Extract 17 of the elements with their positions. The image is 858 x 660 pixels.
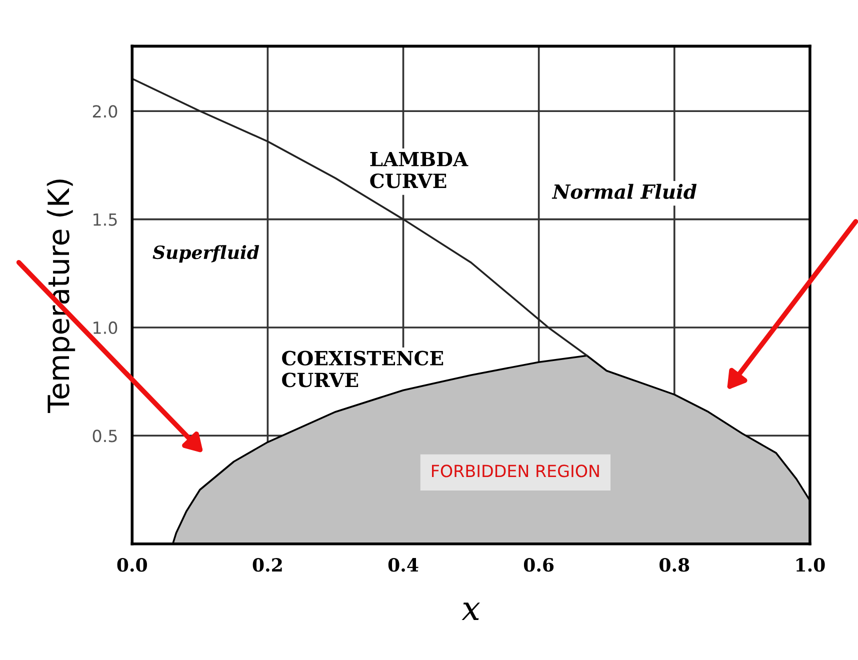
- annotation: LAMBDA CURVE: [370, 152, 468, 188]
- y-tick-label: 1.0: [94, 321, 118, 334]
- x-tick-label: 1.0: [796, 558, 825, 572]
- y-tick-label: 1.5: [94, 213, 117, 226]
- x-axis-title: x: [462, 602, 480, 620]
- annotation: Normal Fluid: [552, 184, 697, 199]
- y-tick-label: 0.5: [92, 430, 117, 442]
- x-tick-label: 0.4: [388, 558, 418, 572]
- y-tick-label: 2.0: [92, 105, 118, 118]
- y-axis-title: Temperature (K): [46, 180, 76, 414]
- annotation: FORBIDDEN REGION: [432, 464, 599, 478]
- x-tick-label: 0.6: [524, 558, 554, 572]
- annotation: COEXISTENCE CURVE: [282, 350, 444, 388]
- x-tick-label: 0.2: [252, 558, 282, 572]
- annotation: Superfluid: [152, 245, 260, 263]
- x-tick-label: 0.8: [660, 558, 690, 572]
- x-tick-label: 0.0: [117, 558, 147, 572]
